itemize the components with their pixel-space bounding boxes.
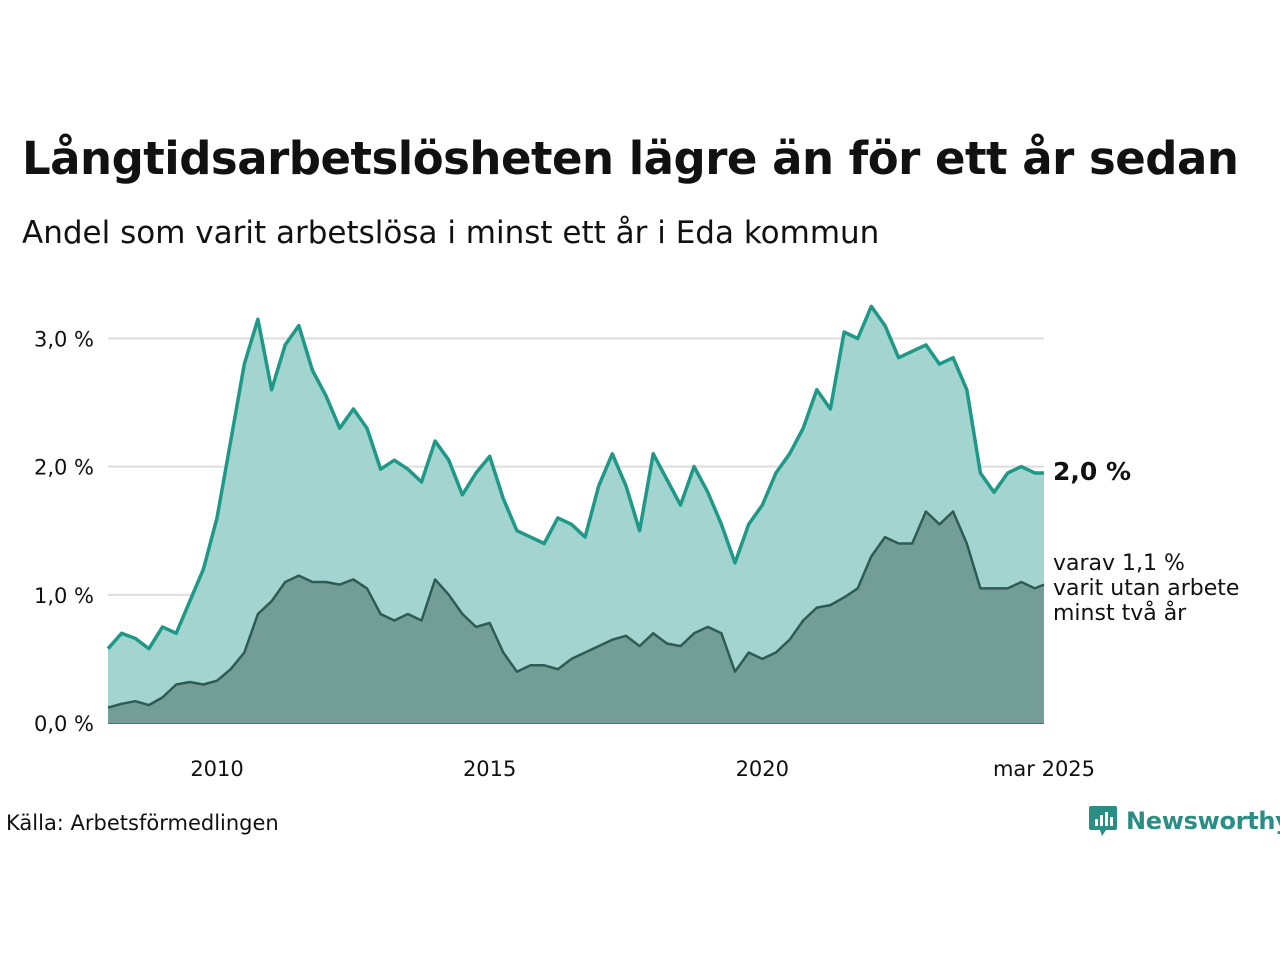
y-tick-label: 0,0 % [34, 712, 94, 736]
y-tick-label: 2,0 % [34, 456, 94, 480]
chart-title: Långtidsarbetslösheten lägre än för ett … [22, 132, 1239, 185]
newsworthy-logo-icon [1089, 806, 1117, 836]
series-line-1 [106, 304, 1044, 651]
y-axis: 0,0 % 1,0 % 2,0 % 3,0 % [34, 327, 94, 736]
end-label-line: minst två år [1053, 600, 1187, 626]
x-tick-label: 2020 [736, 757, 789, 781]
source-note: Källa: Arbetsförmedlingen [6, 811, 279, 835]
series-area-2 [108, 511, 1044, 723]
brand-logo: Newsworthy [1088, 804, 1280, 838]
chart-subtitle: Andel som varit arbetslösa i minst ett å… [22, 215, 880, 251]
end-labels: 2,0 % varav 1,1 % varit utan arbete minst t… [1053, 457, 1239, 626]
end-label-series-2: varav 1,1 % varit utan arbete minst två år [1053, 551, 1239, 626]
end-label-series-1: 2,0 % [1053, 457, 1131, 486]
brand-name: Newsworthy [1126, 807, 1280, 835]
y-tick-label: 3,0 % [34, 327, 94, 351]
series-areas [108, 306, 1044, 723]
x-axis: 2010 2015 2020 mar 2025 [190, 757, 1095, 781]
end-label-line: varit utan arbete [1053, 576, 1239, 601]
end-label-line: varav 1,1 % [1053, 551, 1185, 576]
x-tick-label-last: mar 2025 [993, 757, 1095, 781]
x-tick-label: 2015 [463, 757, 516, 781]
series-lines [106, 304, 1045, 709]
x-tick-label: 2010 [190, 757, 243, 781]
series-line-2 [107, 510, 1045, 709]
y-tick-label: 1,0 % [34, 584, 94, 608]
